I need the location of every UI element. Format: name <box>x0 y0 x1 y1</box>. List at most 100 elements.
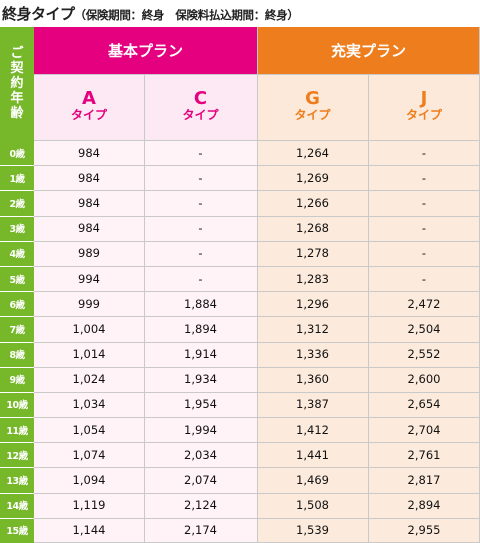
premium-cell: - <box>144 190 257 216</box>
plan-header-full: 充実プラン <box>257 27 480 74</box>
premium-value: - <box>421 221 427 236</box>
age-cell: 2歳 <box>0 190 34 216</box>
premium-cell: - <box>144 215 257 241</box>
type-word: タイプ <box>70 108 107 122</box>
age-cell: 15歳 <box>0 517 34 543</box>
premium-cell: 1,312 <box>257 316 368 342</box>
age-header-char: ご <box>10 46 24 61</box>
age-label: 13歳 <box>6 476 28 488</box>
premium-value: 1,387 <box>296 397 329 412</box>
premium-value: 2,894 <box>407 498 441 513</box>
premium-value: 2,074 <box>184 473 217 488</box>
premium-value: 2,552 <box>407 347 441 362</box>
premium-cell: 1,441 <box>257 442 368 468</box>
age-label: 4歳 <box>9 249 25 261</box>
premium-value: 984 <box>78 170 100 185</box>
age-column-header: ご契約年齢 <box>0 27 34 140</box>
premium-cell: 1,914 <box>144 341 257 367</box>
premium-value: 1,074 <box>72 447 106 462</box>
premium-value: 2,174 <box>184 523 217 538</box>
age-row-divider <box>0 190 34 191</box>
premium-cell: - <box>368 240 480 266</box>
premium-value: - <box>421 170 427 185</box>
premium-cell: 2,174 <box>144 517 257 543</box>
premium-cell: 1,360 <box>257 366 368 392</box>
age-cell: 7歳 <box>0 316 34 342</box>
age-row-divider <box>0 467 34 468</box>
premium-value: 984 <box>78 195 100 210</box>
premium-value: 1,894 <box>184 321 217 336</box>
premium-cell: 994 <box>34 265 144 292</box>
age-header-char: 契 <box>10 61 24 76</box>
premium-value: 1,264 <box>296 145 329 160</box>
age-cell: 3歳 <box>0 215 34 241</box>
premium-table: ご契約年齢基本プラン 充実プラン A タイプ C タイプ G タイプ J タイプ 0歳 984-1,2… <box>0 27 480 543</box>
premium-value: - <box>198 221 203 236</box>
title-subtitle: （保険期間：終身 保険料払込期間：終身） <box>74 8 299 22</box>
title-main: 終身タイプ <box>2 5 75 23</box>
age-label: 15歳 <box>6 526 28 538</box>
premium-cell: 999 <box>34 291 144 317</box>
premium-cell: 1,074 <box>34 442 144 468</box>
type-letter: C <box>193 88 208 109</box>
premium-cell: 2,504 <box>368 316 480 342</box>
premium-value: - <box>198 170 203 185</box>
premium-cell: 1,264 <box>257 140 368 166</box>
age-row-divider <box>0 417 34 418</box>
type-word: タイプ <box>182 108 219 122</box>
premium-cell: 1,387 <box>257 391 368 418</box>
age-label: 3歳 <box>9 224 25 236</box>
premium-cell: 1,054 <box>34 417 144 443</box>
type-header-a: A タイプ <box>34 74 144 140</box>
age-row-divider <box>0 291 34 292</box>
premium-value: - <box>198 145 203 160</box>
premium-value: 1,539 <box>296 523 329 538</box>
premium-value: 1,954 <box>184 397 217 412</box>
premium-cell: 1,412 <box>257 417 368 443</box>
age-cell: 5歳 <box>0 265 34 292</box>
premium-cell: 1,994 <box>144 417 257 443</box>
premium-cell: 1,094 <box>34 467 144 493</box>
premium-value: 2,124 <box>184 498 217 513</box>
age-row-divider <box>0 367 34 368</box>
premium-value: 994 <box>78 271 100 286</box>
premium-value: - <box>198 195 203 210</box>
premium-cell: 1,508 <box>257 492 368 518</box>
premium-cell: 2,034 <box>144 442 257 468</box>
premium-cell: 2,761 <box>368 442 480 468</box>
premium-cell: 2,654 <box>368 391 480 418</box>
premium-value: - <box>421 271 427 286</box>
age-cell: 14歳 <box>0 492 34 518</box>
age-label: 10歳 <box>6 400 28 412</box>
premium-cell: 1,469 <box>257 467 368 493</box>
premium-cell: 2,124 <box>144 492 257 518</box>
type-header-j: J タイプ <box>368 74 480 140</box>
column-divider <box>144 74 145 543</box>
premium-value: 2,955 <box>407 523 441 538</box>
premium-value: 984 <box>78 145 100 160</box>
age-label: 12歳 <box>6 450 28 462</box>
premium-value: 1,994 <box>184 422 217 437</box>
plan-header-basic: 基本プラン <box>34 27 257 74</box>
age-row-divider <box>0 442 34 443</box>
age-label: 5歳 <box>9 274 25 286</box>
premium-value: 1,934 <box>184 372 217 387</box>
age-row-divider <box>0 165 34 166</box>
premium-value: 1,296 <box>296 296 329 311</box>
type-header-c: C タイプ <box>144 74 257 140</box>
premium-value: 1,312 <box>296 321 329 336</box>
premium-value: 2,472 <box>407 296 441 311</box>
premium-value: - <box>198 271 203 286</box>
premium-cell: 1,894 <box>144 316 257 342</box>
premium-value: 1,014 <box>72 347 106 362</box>
premium-cell: 989 <box>34 240 144 266</box>
premium-cell: 1,336 <box>257 341 368 367</box>
age-header-char: 年 <box>10 91 24 106</box>
premium-value: 1,034 <box>72 397 106 412</box>
age-row-divider <box>0 392 34 393</box>
age-row-divider <box>0 342 34 343</box>
premium-value: - <box>421 246 427 261</box>
premium-value: - <box>421 195 427 210</box>
premium-value: 1,469 <box>296 473 329 488</box>
premium-value: 1,283 <box>296 271 329 286</box>
